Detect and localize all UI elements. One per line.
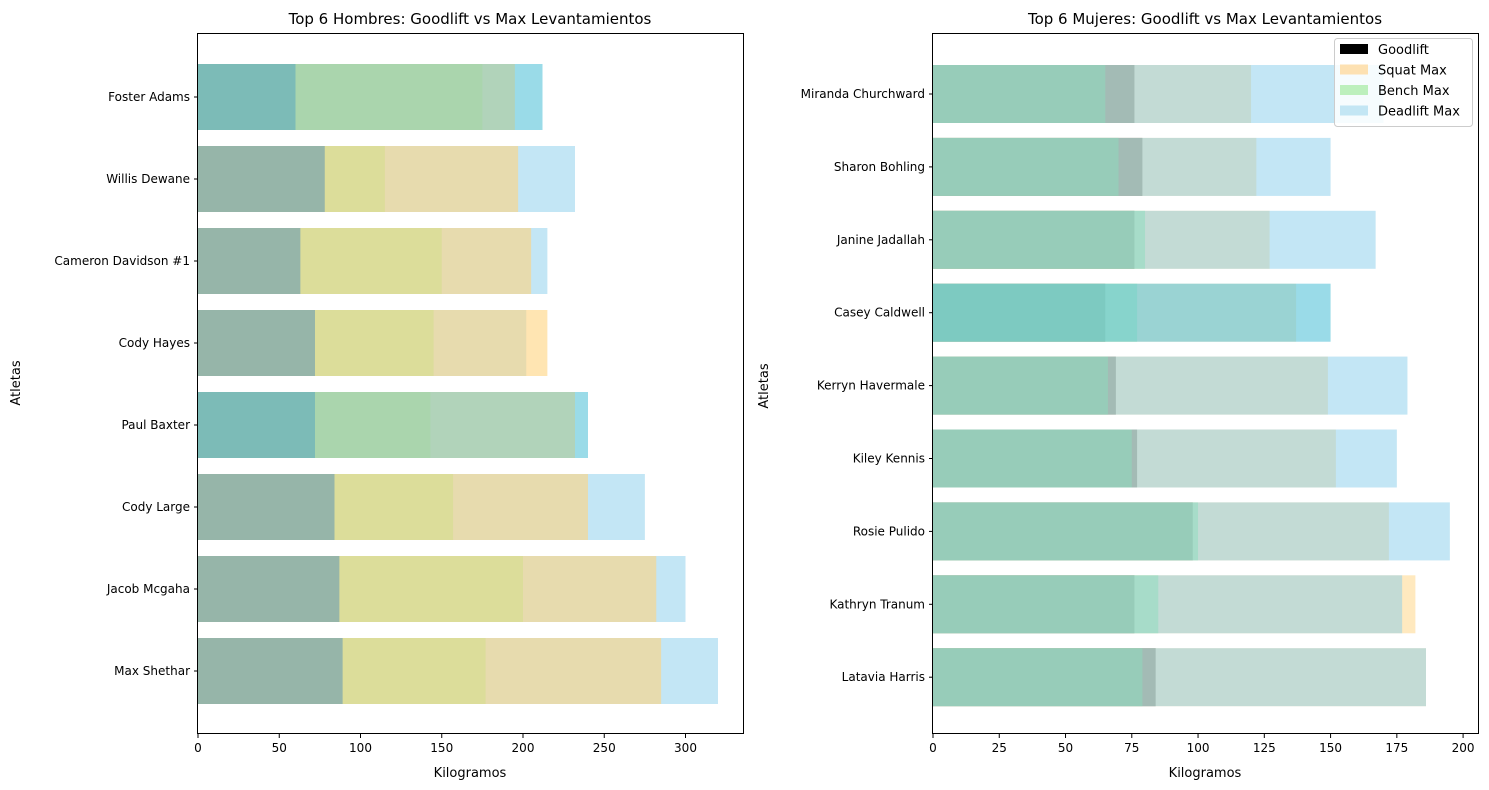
y-tick-label: Willis Dewane [106,172,190,186]
legend-swatch [1340,85,1368,95]
y-tick-label: Jacob Mcgaha [106,582,190,596]
chart-men-bars [198,64,718,704]
chart-women-x-axis-label: Kilogramos [1169,766,1242,781]
x-tick-label: 50 [272,741,287,755]
chart-women-x-ticks: 0 25 50 75 100 125 150 175 200 [929,734,1475,755]
chart-men-title: Top 6 Hombres: Goodlift vs Max Levantami… [288,10,652,28]
chart-women-axes-frame [932,33,1479,734]
legend-swatch [1340,44,1368,54]
x-tick-label: 50 [1058,741,1073,755]
x-tick-label: 200 [1452,741,1475,755]
x-tick-label: 300 [674,741,697,755]
y-tick-label: Janine Jadallah [836,233,925,247]
bar-tint [198,392,588,458]
x-tick-label: 100 [349,741,372,755]
y-tick-label: Foster Adams [108,90,190,104]
chart-women-y-ticks: Miranda Churchward Sharon Bohling Janine J… [801,87,933,684]
bar-deadlift-max [933,210,1376,269]
bar-goodlift [198,638,343,704]
chart-women: Top 6 Mujeres: Goodlift vs Max Levantami… [757,10,1479,781]
bar-goodlift [198,310,315,376]
x-tick-label: 150 [430,741,453,755]
x-tick-label: 250 [593,741,616,755]
legend-label: Bench Max [1378,84,1450,99]
x-tick-label: 0 [194,741,202,755]
chart-women-bars [933,65,1450,707]
x-tick-label: 25 [992,741,1007,755]
chart-men-axes-frame [197,33,744,734]
chart-men: Top 6 Hombres: Goodlift vs Max Levantami… [9,10,744,781]
x-tick-label: 0 [929,741,937,755]
x-tick-label: 200 [512,741,535,755]
y-tick-label: Cody Hayes [119,336,190,350]
legend-swatch [1340,105,1368,116]
y-tick-label: Kerryn Havermale [817,379,925,393]
y-tick-label: Latavia Harris [842,670,925,684]
x-tick-label: 125 [1253,741,1276,755]
legend-label: Squat Max [1378,64,1447,79]
y-tick-label: Rosie Pulido [853,524,925,538]
bar-deadlift-max [933,429,1397,488]
x-tick-label: 75 [1124,741,1139,755]
y-tick-label: Max Shethar [114,664,190,678]
y-tick-label: Kathryn Tranum [829,597,925,611]
bar-goodlift [198,146,325,212]
legend-entries: Goodlift Squat Max Bench Max Deadlift Max [1340,43,1460,120]
bar-goodlift [198,556,340,622]
bar-goodlift [198,64,296,130]
x-tick-label: 150 [1319,741,1342,755]
bar-deadlift-max [933,65,1384,123]
bar-goodlift [198,228,301,294]
chart-men-y-axis-label: Atletas [9,360,24,405]
bar-deadlift-max [933,356,1408,415]
bar-goodlift [198,474,335,540]
bar-deadlift-max [933,502,1450,561]
chart-women-legend: Goodlift Squat Max Bench Max Deadlift Max [1334,38,1473,127]
y-tick-label: Casey Caldwell [834,306,925,320]
chart-men-y-ticks: Foster Adams Willis Dewane Cameron Davidso… [54,90,198,678]
bar-deadlift-max [933,137,1331,196]
bar-goodlift [198,392,315,458]
bar-deadlift-max [933,575,1403,634]
chart-men-x-ticks: 0 50 100 150 200 250 300 [194,734,697,755]
bar-tint [198,64,543,130]
bar-tint [933,283,1331,342]
legend-label: Deadlift Max [1378,105,1460,120]
y-tick-label: Cody Large [122,500,190,514]
y-tick-label: Cameron Davidson #1 [54,254,190,268]
chart-women-title: Top 6 Mujeres: Goodlift vs Max Levantami… [1027,10,1382,28]
chart-men-x-axis-label: Kilogramos [434,766,507,781]
bar-deadlift-max [933,283,1331,342]
chart-women-y-axis-label: Atletas [757,363,772,408]
y-tick-label: Sharon Bohling [834,160,925,174]
legend-frame [1334,38,1473,127]
y-tick-label: Paul Baxter [121,418,190,432]
x-tick-label: 100 [1187,741,1210,755]
y-tick-label: Miranda Churchward [801,87,925,101]
legend-label: Goodlift [1378,43,1429,58]
bar-deadlift-max [933,648,1426,707]
y-tick-label: Kiley Kennis [853,452,925,466]
x-tick-label: 175 [1385,741,1408,755]
legend-swatch [1340,64,1368,75]
